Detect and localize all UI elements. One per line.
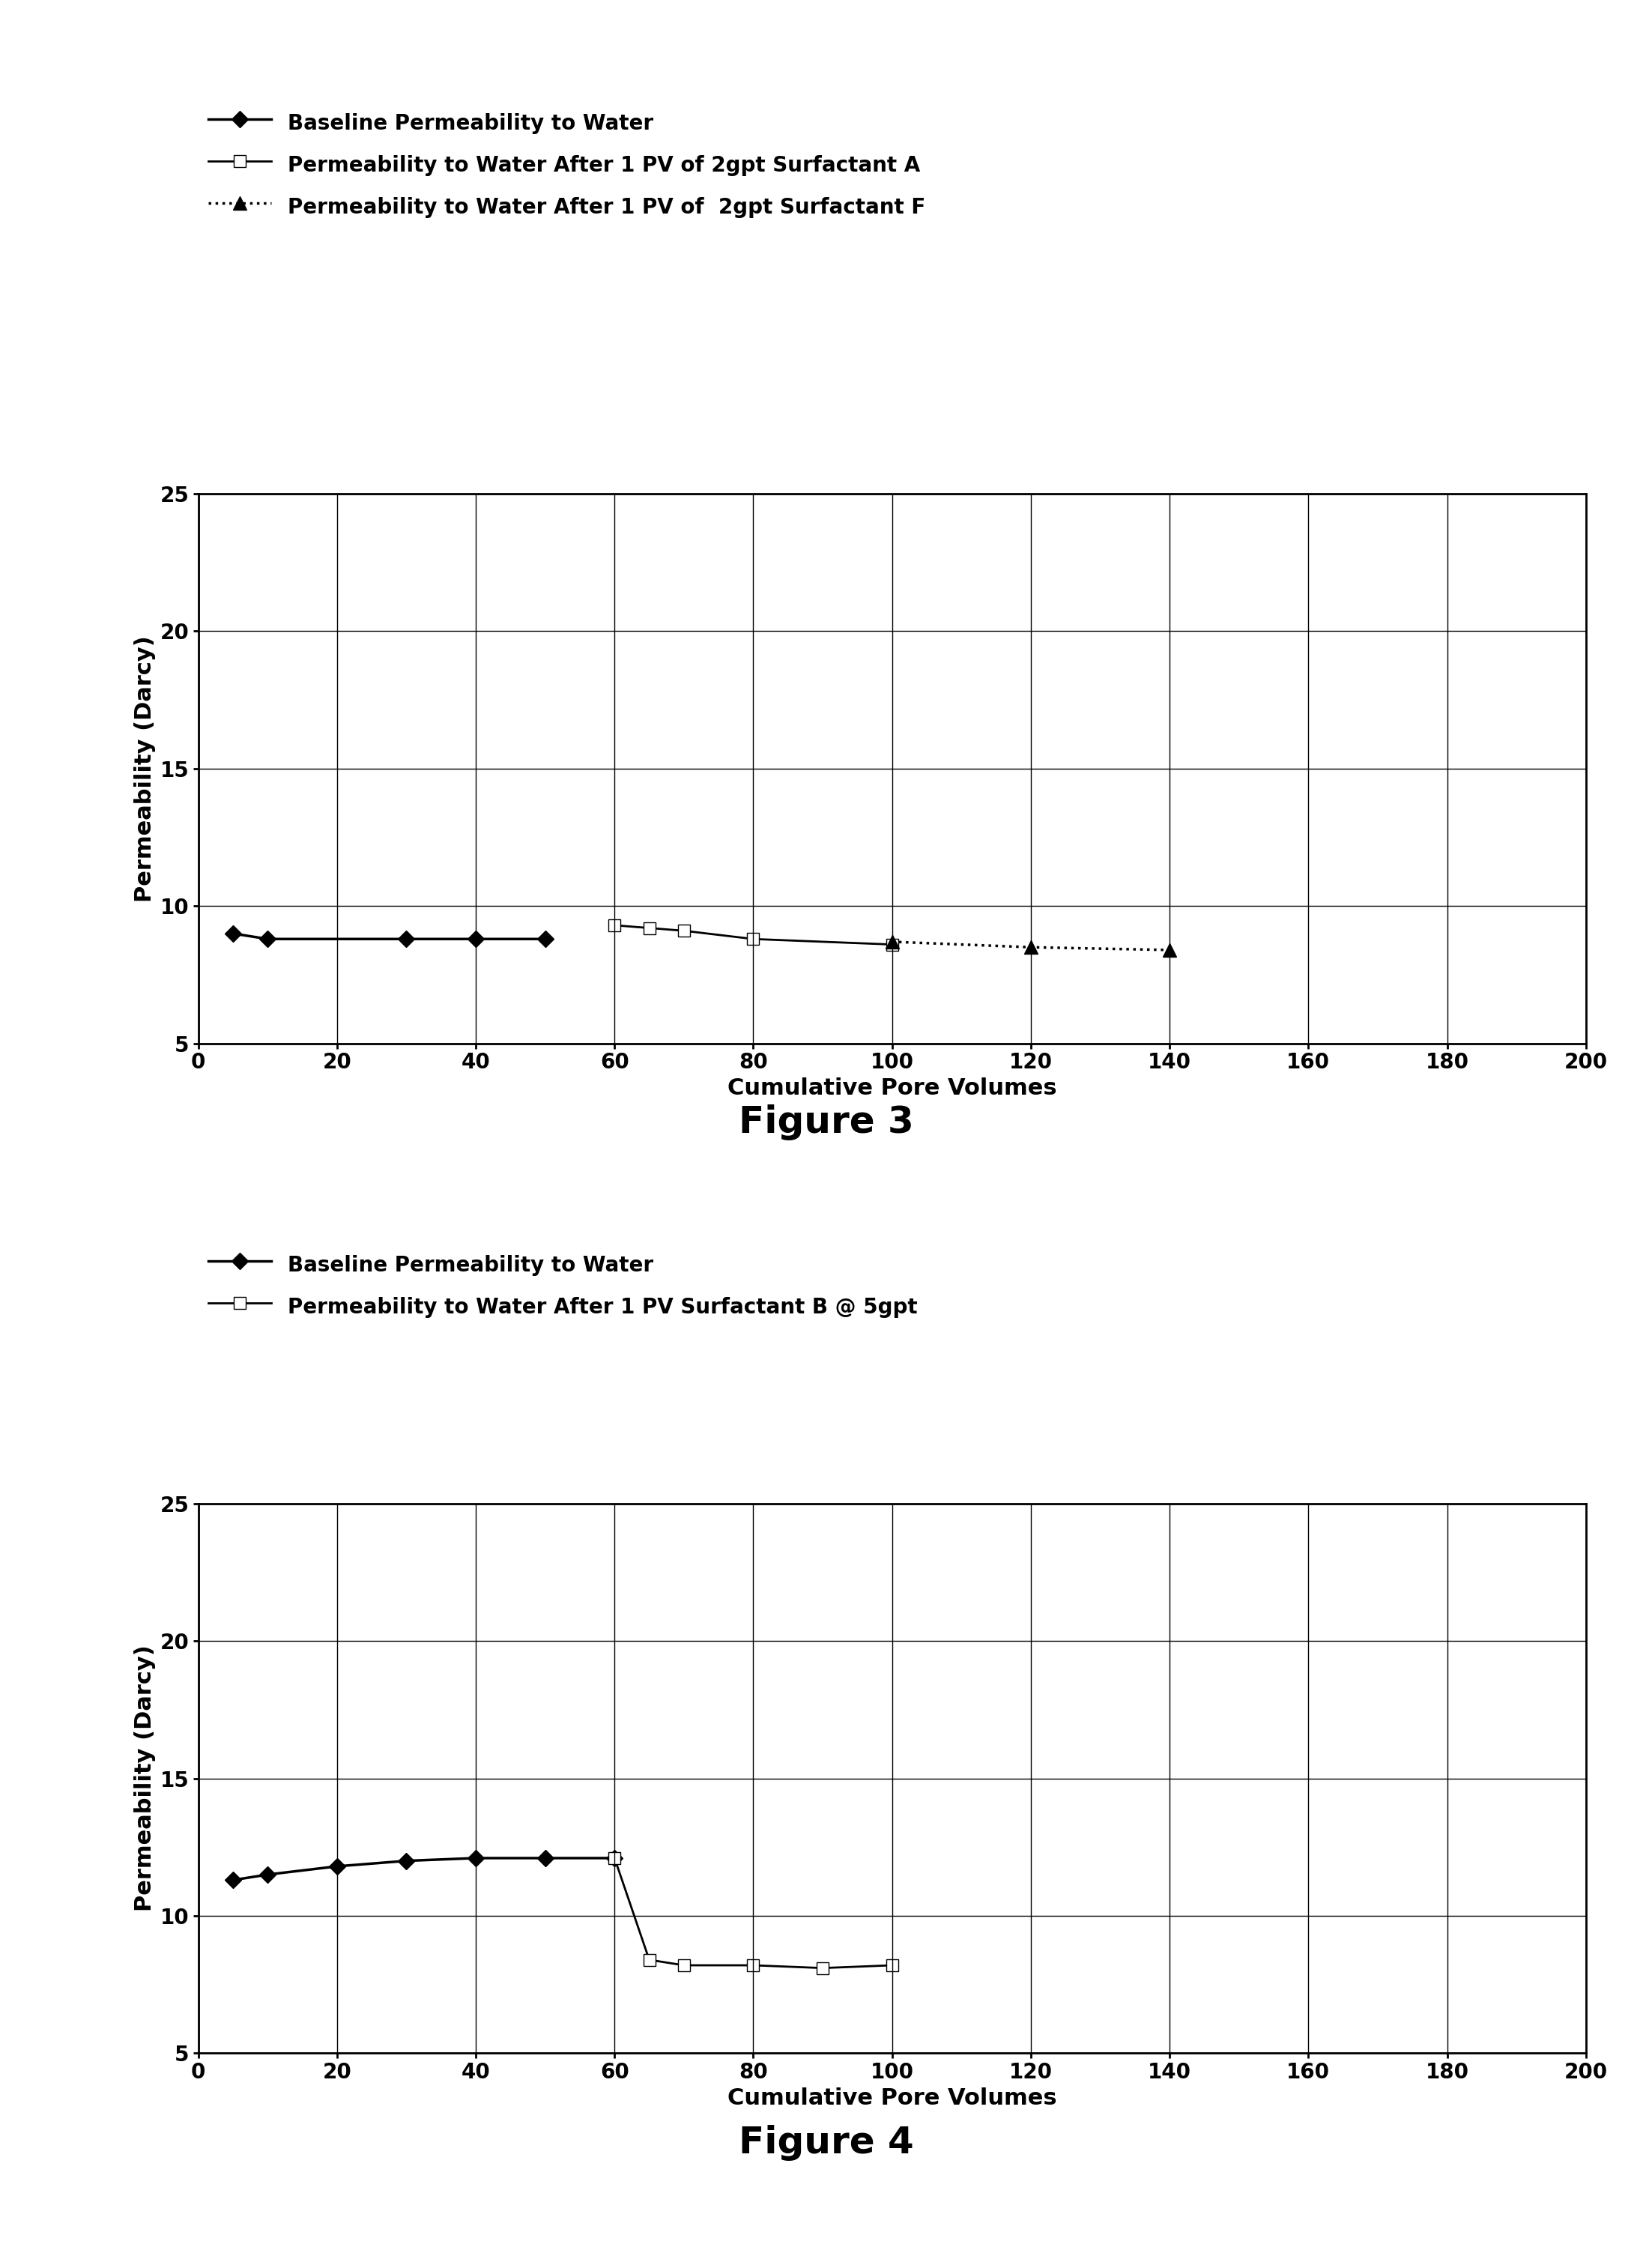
Legend: Baseline Permeability to Water, Permeability to Water After 1 PV of 2gpt Surfact: Baseline Permeability to Water, Permeabi… — [208, 108, 925, 222]
Y-axis label: Permeability (Darcy): Permeability (Darcy) — [134, 1645, 155, 1912]
Legend: Baseline Permeability to Water, Permeability to Water After 1 PV Surfactant B @ : Baseline Permeability to Water, Permeabi… — [208, 1250, 917, 1322]
Y-axis label: Permeability (Darcy): Permeability (Darcy) — [134, 635, 155, 902]
Text: Figure 4: Figure 4 — [738, 2125, 914, 2161]
X-axis label: Cumulative Pore Volumes: Cumulative Pore Volumes — [727, 1077, 1057, 1100]
X-axis label: Cumulative Pore Volumes: Cumulative Pore Volumes — [727, 2087, 1057, 2109]
Text: Figure 3: Figure 3 — [738, 1104, 914, 1140]
